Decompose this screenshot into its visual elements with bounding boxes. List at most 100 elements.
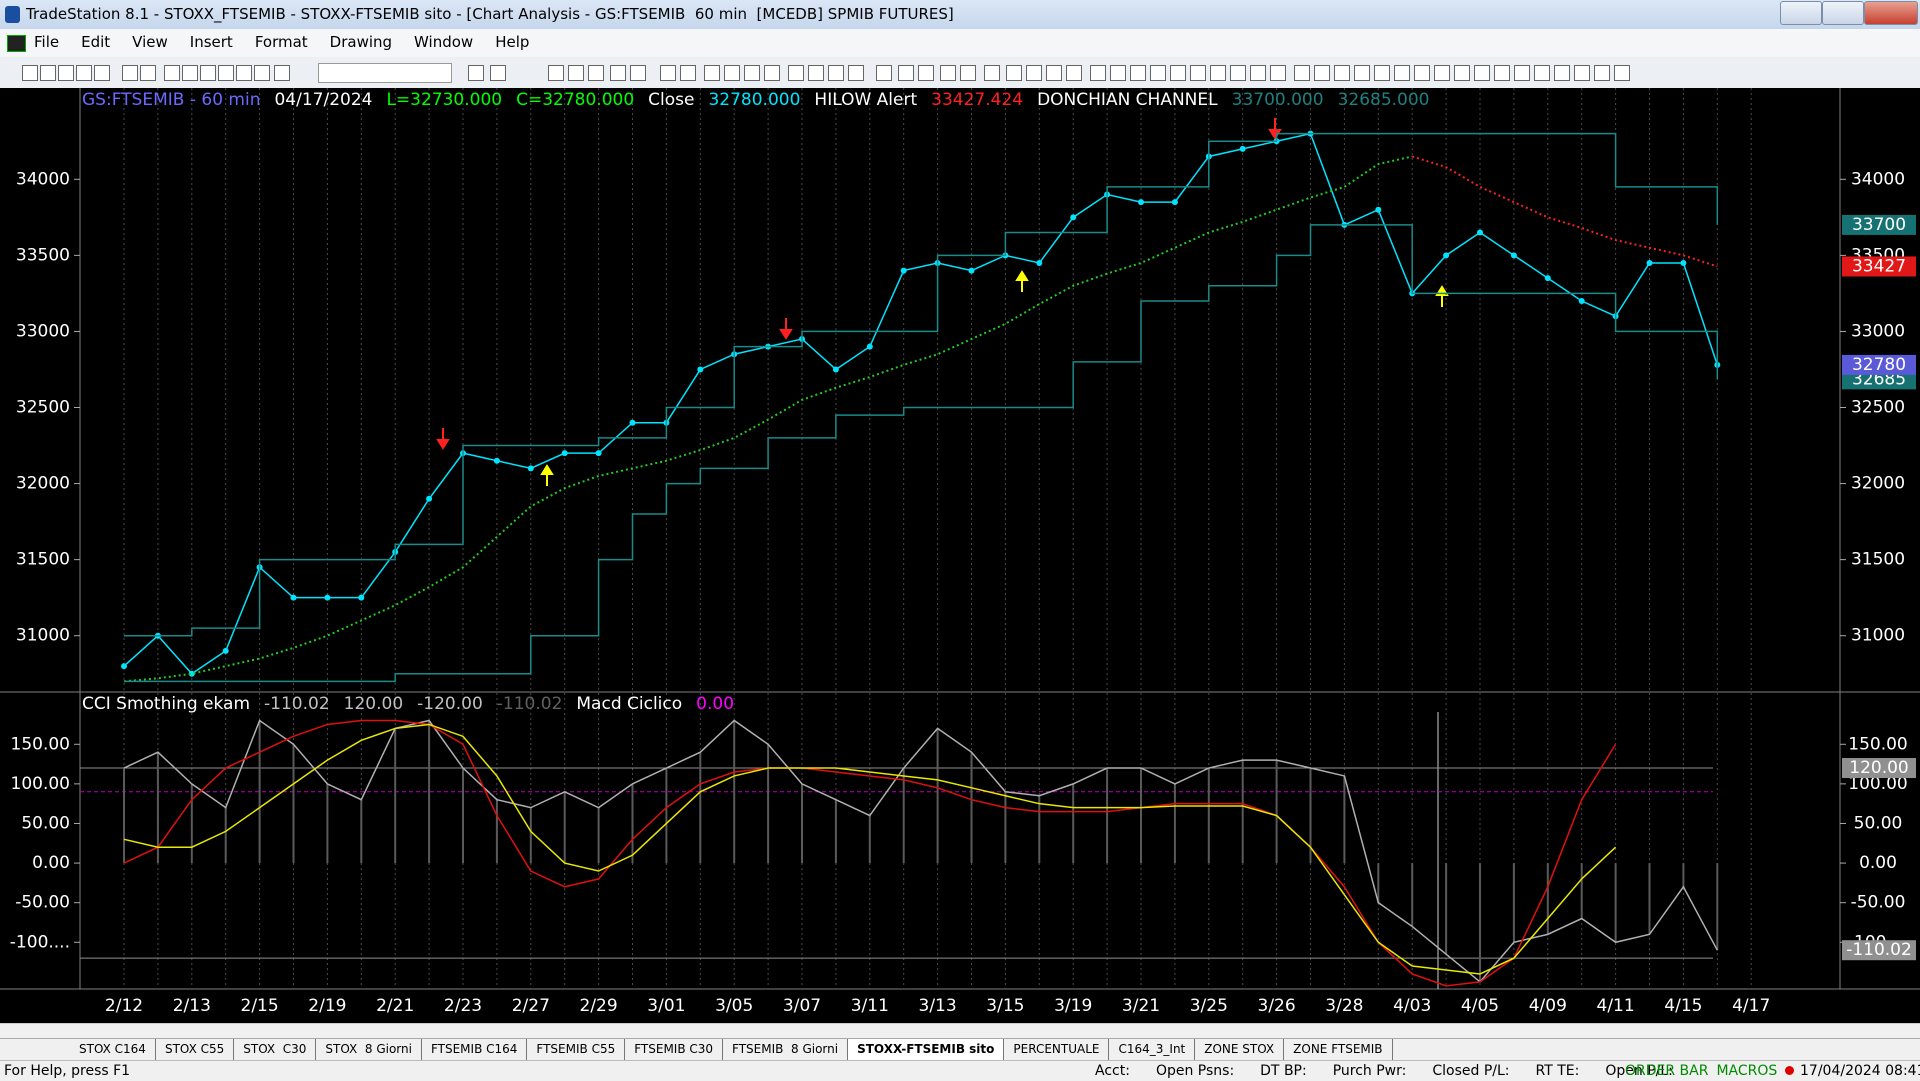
toolbar-button[interactable] [1130,65,1146,81]
toolbar-button[interactable] [1110,65,1126,81]
toolbar-button[interactable] [1294,65,1310,81]
toolbar-button[interactable] [122,65,138,81]
toolbar-button[interactable] [588,65,604,81]
toolbar-button[interactable] [1190,65,1206,81]
toolbar-button[interactable] [960,65,976,81]
tab[interactable]: STOX C164 [70,1039,156,1060]
toolbar-button[interactable] [22,65,38,81]
toolbar-button[interactable] [744,65,760,81]
toolbar-button[interactable] [1270,65,1286,81]
histogram-bar [224,807,227,864]
tab[interactable]: PERCENTUALE [1004,1039,1110,1060]
toolbar-button[interactable] [468,65,484,81]
toolbar-button[interactable] [788,65,804,81]
toolbar-button[interactable] [58,65,74,81]
menu-item[interactable]: Edit [81,33,111,51]
toolbar-button[interactable] [680,65,696,81]
toolbar-button[interactable] [1594,65,1610,81]
menu-item[interactable]: Help [495,33,530,51]
toolbar-button[interactable] [610,65,626,81]
toolbar-button[interactable] [940,65,956,81]
toolbar-button[interactable] [1474,65,1490,81]
toolbar-button[interactable] [898,65,914,81]
toolbar-button[interactable] [1210,65,1226,81]
toolbar-button[interactable] [876,65,892,81]
symbol-combo[interactable] [318,63,452,83]
toolbar-button[interactable] [1414,65,1430,81]
tab[interactable]: ZONE STOX [1195,1039,1285,1060]
toolbar-button[interactable] [490,65,506,81]
histogram-bar [1377,863,1380,903]
toolbar-button[interactable] [140,65,156,81]
toolbar-button[interactable] [764,65,780,81]
toolbar-button[interactable] [724,65,740,81]
toolbar-button[interactable] [808,65,824,81]
toolbar-button[interactable] [1066,65,1082,81]
toolbar-button[interactable] [660,65,676,81]
toolbar-button[interactable] [1150,65,1166,81]
toolbar-button[interactable] [568,65,584,81]
tab[interactable]: C164_3_Int [1109,1039,1196,1060]
toolbar-button[interactable] [984,65,1000,81]
toolbar-button[interactable] [1394,65,1410,81]
histogram-bar [1716,863,1719,951]
menu-item[interactable]: File [34,33,60,51]
toolbar-button[interactable] [1494,65,1510,81]
toolbar-button[interactable] [1574,65,1590,81]
menu-item[interactable]: Drawing [329,33,393,51]
tab[interactable]: FTSEMIB C55 [527,1039,626,1060]
toolbar-button[interactable] [1554,65,1570,81]
toolbar-button[interactable] [1170,65,1186,81]
toolbar-button[interactable] [1534,65,1550,81]
toolbar-button[interactable] [918,65,934,81]
toolbar-button[interactable] [848,65,864,81]
menu-item[interactable]: Window [414,33,474,51]
toolbar-button[interactable] [40,65,56,81]
toolbar-button[interactable] [76,65,92,81]
toolbar-button[interactable] [1090,65,1106,81]
toolbar-button[interactable] [1434,65,1450,81]
close-point [324,594,331,601]
toolbar-button[interactable] [274,65,290,81]
toolbar-button[interactable] [182,65,198,81]
horizontal-scrollbar[interactable] [0,1023,1920,1039]
toolbar-button[interactable] [630,65,646,81]
toolbar-button[interactable] [200,65,216,81]
toolbar-button[interactable] [164,65,180,81]
toolbar-button[interactable] [828,65,844,81]
menu-item[interactable]: Insert [189,33,233,51]
tab[interactable]: STOX 8 Giorni [316,1039,422,1060]
menu-item[interactable]: View [132,33,168,51]
toolbar-button[interactable] [1354,65,1370,81]
toolbar-button[interactable] [94,65,110,81]
toolbar-button[interactable] [1614,65,1630,81]
tab[interactable]: STOX C55 [156,1039,235,1060]
toolbar-button[interactable] [704,65,720,81]
toolbar-button[interactable] [1250,65,1266,81]
toolbar-button[interactable] [548,65,564,81]
toolbar-button[interactable] [1334,65,1350,81]
toolbar-button[interactable] [254,65,270,81]
tab[interactable]: FTSEMIB C30 [625,1039,724,1060]
menu-item[interactable]: Format [254,33,308,51]
minimize-button[interactable] [1780,1,1822,25]
toolbar-button[interactable] [1454,65,1470,81]
toolbar-button[interactable] [1046,65,1062,81]
toolbar-button[interactable] [1230,65,1246,81]
toolbar-button[interactable] [1374,65,1390,81]
toolbar-button[interactable] [218,65,234,81]
toolbar-button[interactable] [1314,65,1330,81]
tab[interactable]: ZONE FTSEMIB [1284,1039,1393,1060]
donchian-line [124,224,1719,683]
toolbar-button[interactable] [1514,65,1530,81]
tab[interactable]: FTSEMIB 8 Giorni [723,1039,849,1060]
y-tick-label: 33000 [1851,321,1905,341]
close-button[interactable] [1864,1,1918,25]
toolbar-button[interactable] [1026,65,1042,81]
maximize-button[interactable] [1822,1,1864,25]
tab[interactable]: FTSEMIB C164 [422,1039,528,1060]
toolbar-button[interactable] [1006,65,1022,81]
toolbar-button[interactable] [236,65,252,81]
tab[interactable]: STOX C30 [234,1039,317,1060]
tab[interactable]: STOXX-FTSEMIB sito [848,1039,1005,1060]
